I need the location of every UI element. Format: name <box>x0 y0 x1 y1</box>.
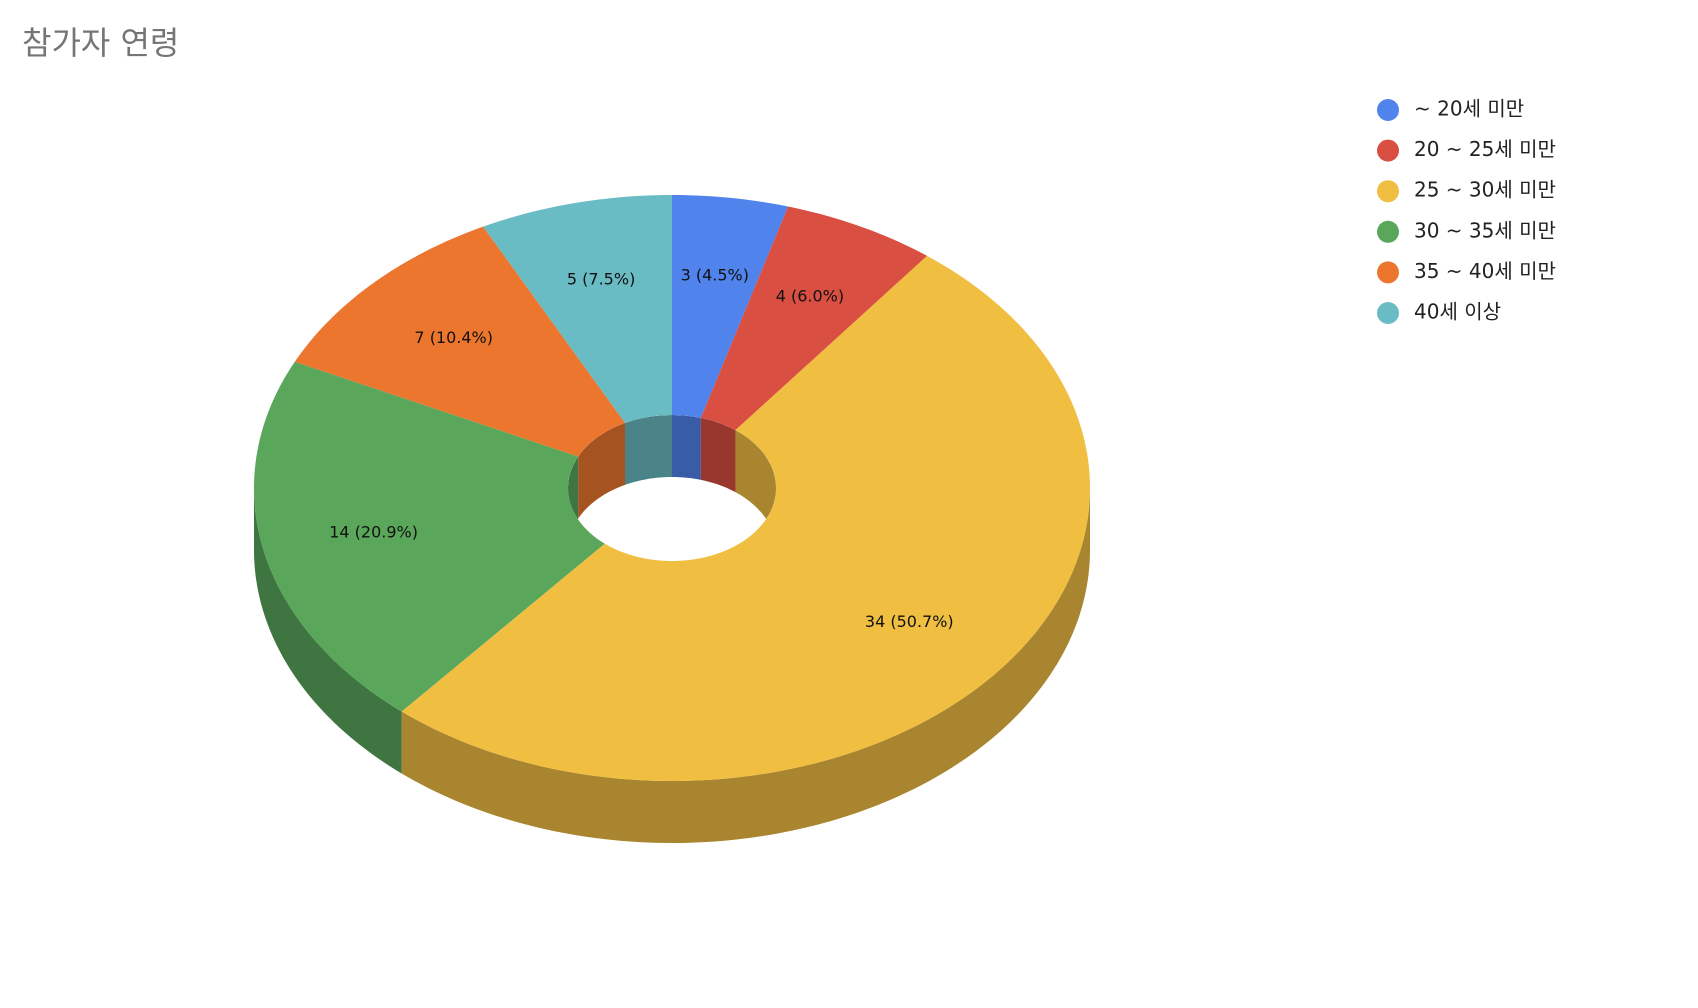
legend-label: 20 ~ 25세 미만 <box>1414 137 1556 161</box>
slice <box>672 195 789 418</box>
inner-wall <box>625 415 672 485</box>
legend-marker <box>1377 139 1399 162</box>
legend-label: 40세 이상 <box>1414 300 1501 324</box>
chart-title: 참가자 연령 <box>22 24 179 62</box>
data-label: 5 (7.5%) <box>567 269 635 288</box>
slice <box>294 226 625 457</box>
data-label: 7 (10.4%) <box>414 328 493 347</box>
inner-wall <box>672 415 701 480</box>
legend-marker <box>1377 99 1399 121</box>
slice <box>483 195 672 423</box>
legend-marker <box>1377 261 1399 284</box>
slice <box>254 361 605 712</box>
legend-label: 30 ~ 35세 미만 <box>1414 218 1556 242</box>
inner-wall <box>578 422 625 519</box>
data-label: 14 (20.9%) <box>329 522 418 541</box>
legend-marker <box>1377 302 1399 324</box>
legend-label: 25 ~ 30세 미만 <box>1414 178 1556 202</box>
legend-marker <box>1377 220 1399 243</box>
data-label: 34 (50.7%) <box>865 612 954 631</box>
inner-wall <box>700 417 736 493</box>
slice <box>700 206 928 431</box>
inner-wall <box>735 430 776 550</box>
legend-label: ~ 20세 미만 <box>1414 97 1524 121</box>
hole-wall <box>568 415 776 550</box>
slice-side <box>401 488 1090 843</box>
legend-label: 35 ~ 40세 미만 <box>1414 259 1556 283</box>
slice-side <box>254 488 402 774</box>
data-label: 4 (6.0%) <box>776 287 844 306</box>
slice <box>401 255 1090 781</box>
data-label: 3 (4.5%) <box>681 266 749 285</box>
legend-marker <box>1377 180 1399 203</box>
